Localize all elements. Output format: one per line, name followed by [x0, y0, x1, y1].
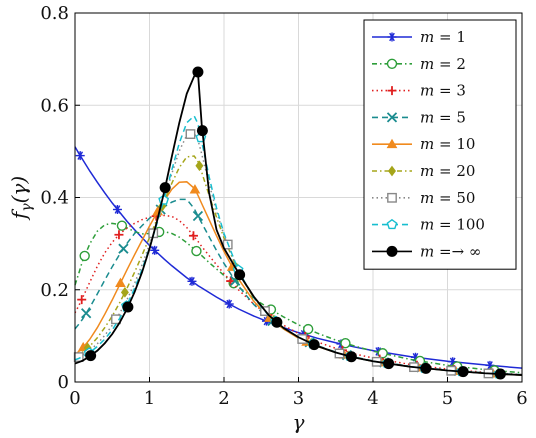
legend-label: m = 1 — [420, 28, 466, 46]
data-point — [192, 66, 204, 78]
data-point — [234, 269, 246, 281]
data-point — [457, 366, 469, 378]
legend-entry: m = 3 — [372, 82, 466, 100]
legend-label: m = 20 — [420, 162, 475, 180]
data-point — [388, 165, 396, 177]
data-point — [116, 220, 128, 231]
legend-entry: m = 1 — [372, 28, 466, 46]
data-point — [494, 368, 506, 380]
data-point — [189, 184, 201, 194]
series-layer — [73, 66, 523, 380]
y-tick-label: 0.2 — [40, 280, 69, 301]
data-point — [386, 58, 398, 69]
x-tick-label: 1 — [144, 388, 155, 409]
x-tick-label: 6 — [516, 388, 527, 409]
data-point — [386, 245, 398, 257]
data-point — [387, 192, 397, 203]
data-point — [122, 301, 134, 313]
legend-entry: m = 50 — [372, 189, 475, 207]
legend: m = 1 m = 2 m = 3 m = 5 m = 10 m = 20 m = 50 m … — [363, 19, 517, 270]
legend-entry: m = 20 — [372, 162, 475, 180]
series-line — [74, 155, 523, 376]
data-point — [188, 231, 198, 241]
data-point — [79, 250, 90, 262]
data-point — [302, 323, 314, 335]
data-point — [185, 129, 196, 139]
data-point — [77, 295, 87, 305]
data-point — [420, 362, 432, 374]
data-point — [120, 286, 129, 298]
data-point — [386, 218, 398, 230]
series-line — [74, 222, 523, 374]
x-axis-label: γ — [293, 410, 305, 434]
data-point — [386, 138, 398, 149]
data-point — [192, 210, 204, 222]
legend-entry: m = 2 — [372, 55, 466, 73]
data-point — [308, 339, 320, 351]
data-point — [345, 351, 357, 363]
data-point — [195, 160, 204, 172]
series-9 — [74, 66, 523, 380]
data-point — [387, 86, 397, 96]
data-point — [386, 112, 398, 123]
legend-entry: m = 100 — [372, 216, 485, 234]
legend-label: m =→ ∞ — [420, 242, 481, 260]
legend-entry: m = 10 — [372, 135, 475, 153]
y-tick-label: 0 — [58, 372, 69, 393]
tick-labels: 0 1 2 3 4 5 6 0 0.2 0.4 0.6 0.8 — [40, 3, 527, 409]
data-point — [114, 230, 124, 240]
data-point — [118, 243, 129, 254]
legend-label: m = 3 — [420, 82, 466, 100]
legend-label: m = 5 — [420, 108, 466, 126]
legend-label: m = 50 — [420, 189, 475, 207]
data-point — [383, 358, 395, 370]
legend-label: m = 10 — [420, 135, 475, 153]
data-point — [196, 125, 208, 137]
y-tick-label: 0.8 — [40, 3, 69, 24]
x-tick-label: 3 — [293, 388, 304, 409]
data-point — [115, 277, 126, 288]
x-tick-label: 4 — [367, 388, 378, 409]
x-tick-label: 0 — [69, 388, 80, 409]
data-point — [159, 182, 171, 194]
data-point — [191, 245, 202, 257]
data-point — [85, 350, 97, 362]
data-point — [271, 316, 283, 328]
x-tick-label: 5 — [442, 388, 453, 409]
y-tick-label: 0.4 — [40, 188, 69, 209]
legend-entry: m =→ ∞ — [372, 242, 481, 260]
x-tick-label: 2 — [218, 388, 229, 409]
data-point — [340, 337, 351, 349]
y-tick-label: 0.6 — [40, 95, 69, 116]
data-point — [81, 308, 92, 319]
legend-label: m = 2 — [420, 55, 466, 73]
legend-entry: m = 5 — [372, 108, 466, 126]
y-axis-label: fγ(γ) — [7, 176, 35, 221]
legend-label: m = 100 — [420, 216, 485, 234]
